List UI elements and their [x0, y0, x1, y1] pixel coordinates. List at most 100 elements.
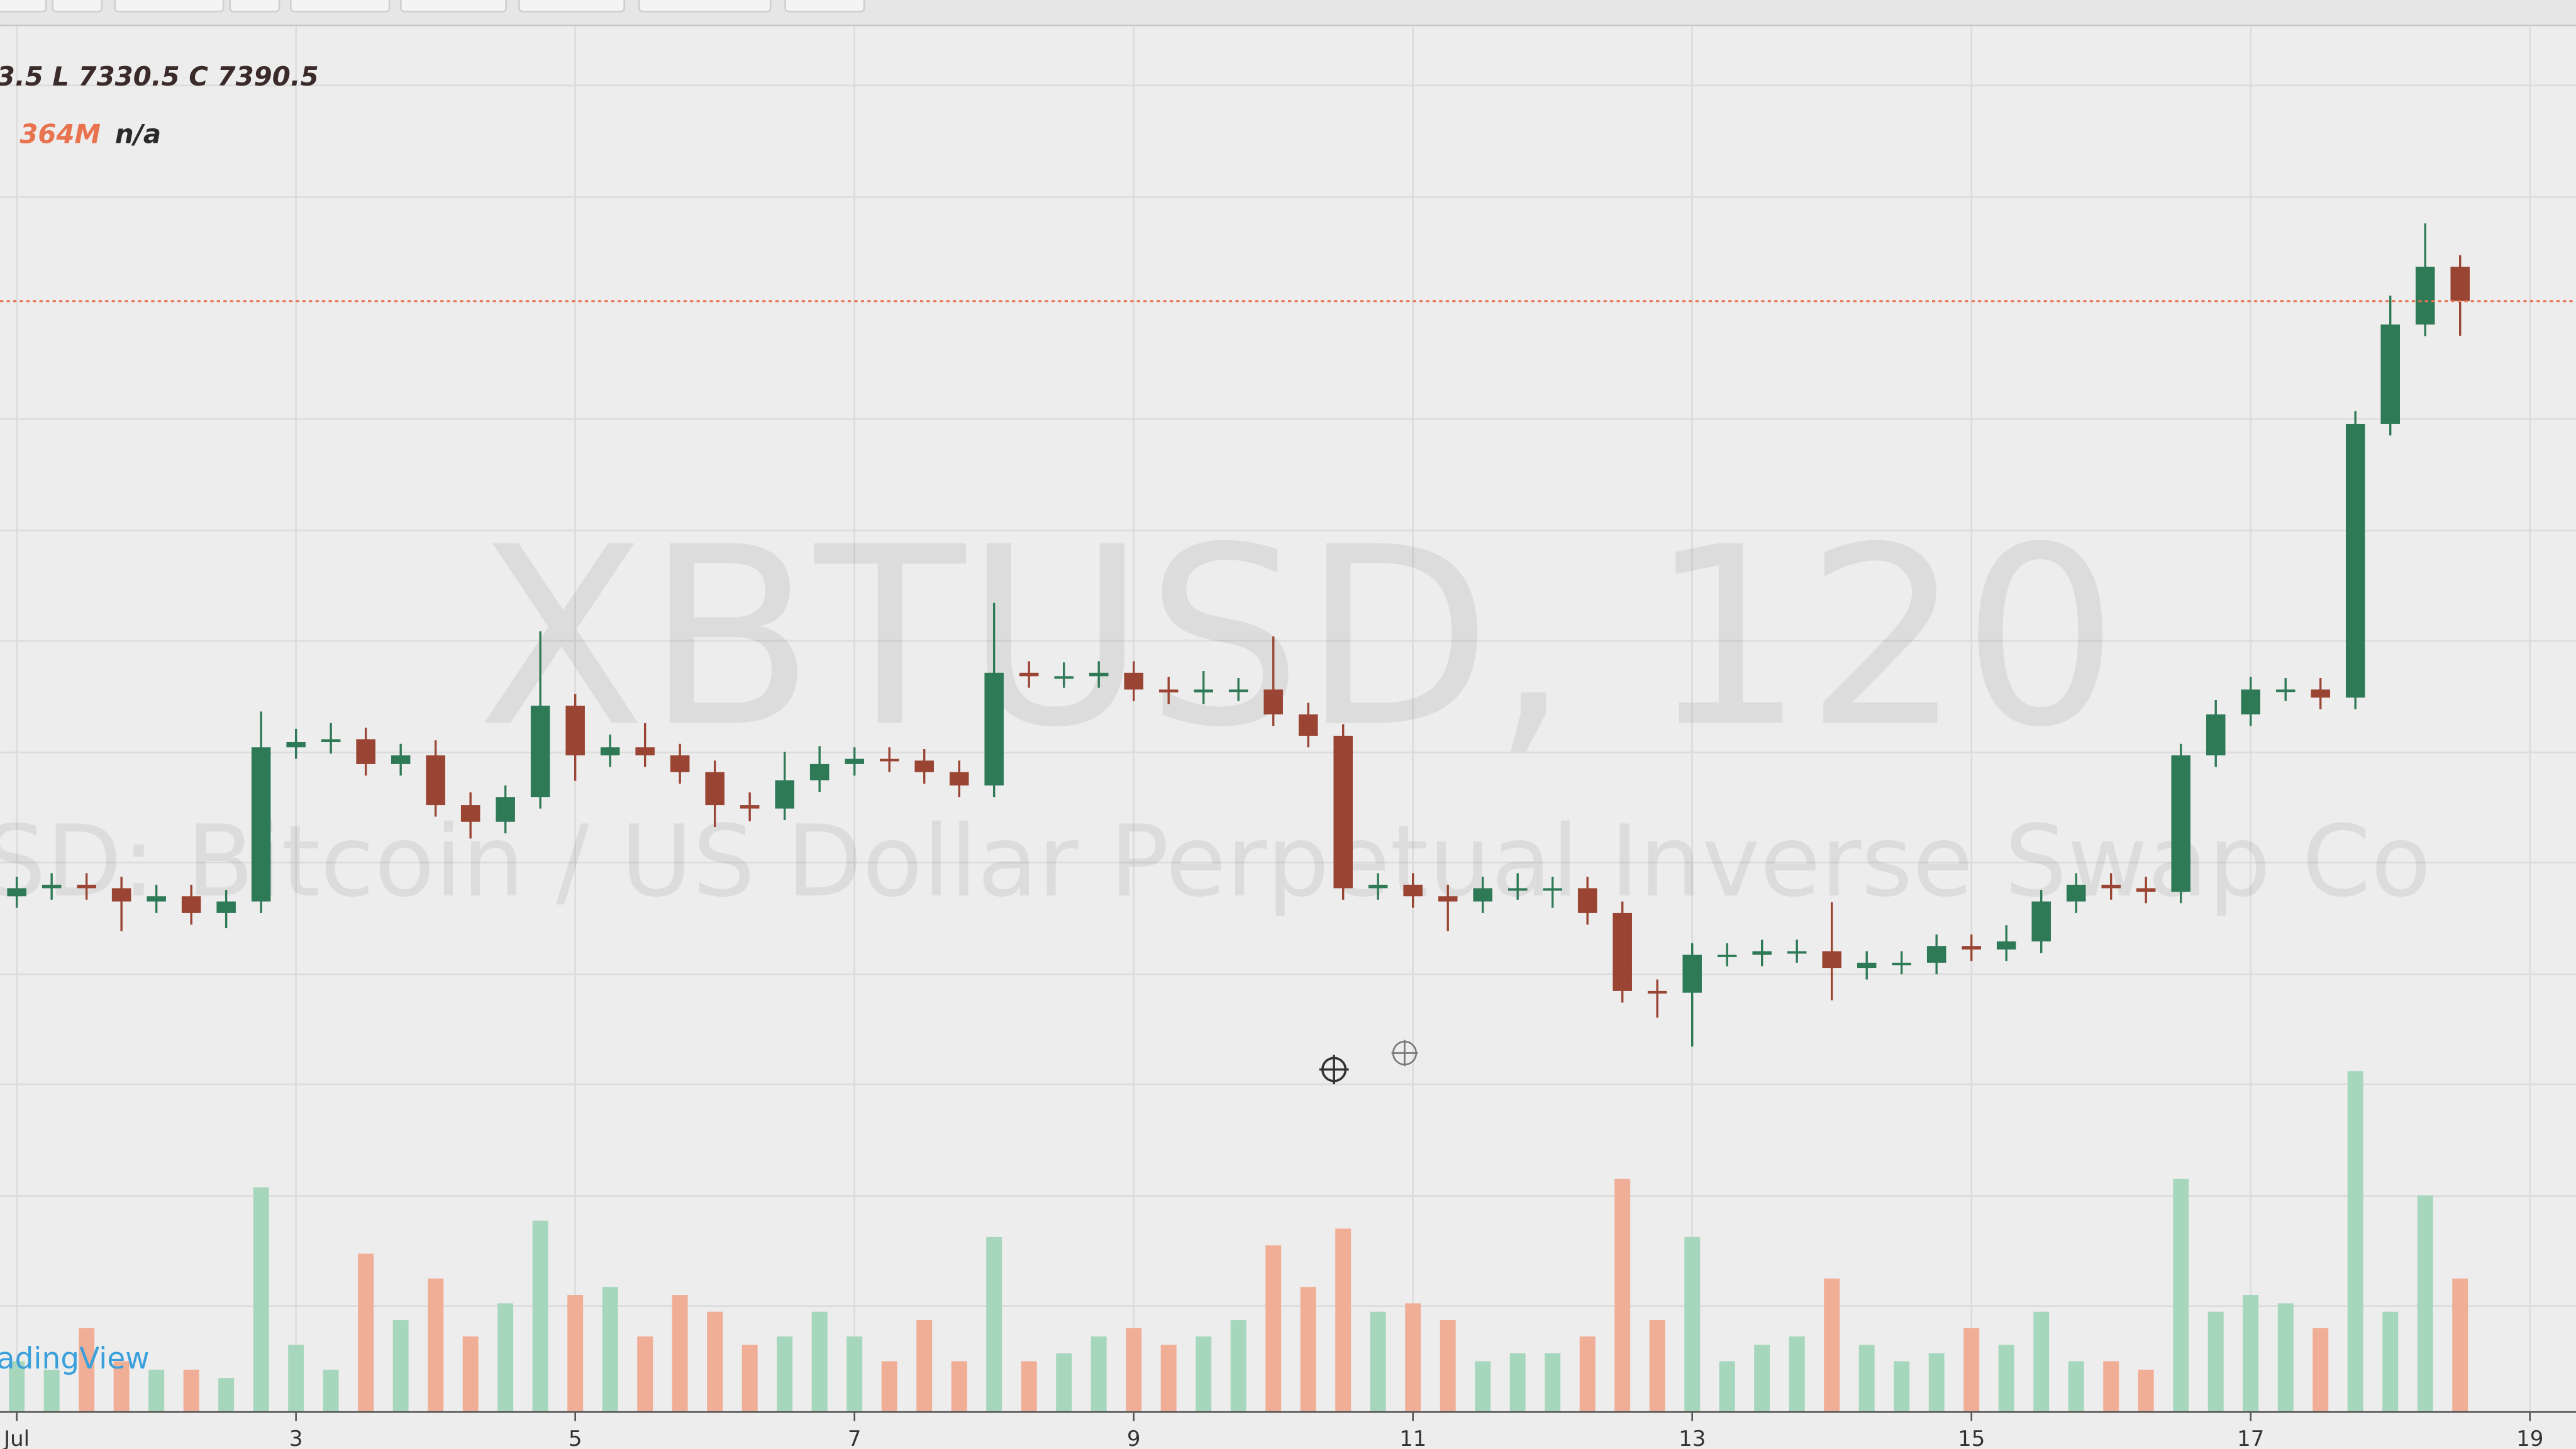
candle-body: [1158, 689, 1179, 693]
candle-body: [530, 706, 550, 797]
volume-bar: [113, 1361, 130, 1411]
volume-bar: [1858, 1345, 1875, 1411]
candle-body: [2380, 324, 2400, 424]
candle-body: [1647, 991, 1667, 994]
candle-body: [1298, 714, 1318, 736]
toolbar-button[interactable]: [784, 0, 865, 13]
candle-body: [1787, 951, 1807, 954]
volume-bar: [2312, 1328, 2329, 1411]
x-axis-area: [0, 1413, 2576, 1449]
toolbar-button[interactable]: [518, 0, 625, 13]
volume-bar: [777, 1336, 793, 1411]
volume-bar: [2417, 1195, 2433, 1411]
candle-body: [181, 896, 201, 913]
toolbar-button[interactable]: [114, 0, 225, 13]
volume-bar: [497, 1303, 514, 1411]
candle-body: [670, 755, 690, 772]
candle-body: [914, 760, 934, 772]
candle-body: [2066, 884, 2086, 902]
candle-body: [1263, 689, 1283, 714]
candle-body: [705, 772, 724, 806]
volume-bar: [1509, 1353, 1526, 1411]
candle-body: [1333, 735, 1353, 889]
candle-body: [2031, 901, 2051, 941]
candle-body: [496, 797, 515, 822]
toolbar-button[interactable]: [0, 0, 47, 13]
candle-body: [984, 672, 1004, 786]
candle-body: [147, 896, 166, 902]
candle-body: [1507, 888, 1528, 891]
candle-body: [775, 780, 794, 809]
candle-body: [1613, 913, 1632, 991]
toolbar-button[interactable]: [400, 0, 507, 13]
candle-body: [1822, 951, 1841, 969]
volume-bar: [2207, 1311, 2224, 1411]
volume-bar: [1160, 1345, 1177, 1411]
volume-bar: [1126, 1328, 1142, 1411]
candle-body: [1473, 888, 1492, 902]
volume-bar: [811, 1311, 828, 1411]
volume-bar: [183, 1369, 199, 1411]
candle-body: [1717, 954, 1737, 957]
volume-bar: [358, 1253, 374, 1411]
x-tick-label: 13: [1679, 1426, 1706, 1449]
volume-extra: n/a: [115, 118, 161, 149]
candle-body: [1996, 941, 2016, 950]
volume-bar: [1370, 1311, 1386, 1411]
x-tick-label: 5: [569, 1426, 582, 1449]
toolbar-button[interactable]: [638, 0, 772, 13]
volume-bar: [1265, 1245, 1282, 1411]
x-tick-label: 9: [1127, 1426, 1141, 1449]
volume-bar: [847, 1336, 863, 1411]
volume-bar: [1196, 1336, 1212, 1411]
horizontal-grid: [0, 84, 2576, 1307]
volume-bar: [602, 1287, 618, 1411]
volume-bar: [1405, 1303, 1421, 1411]
volume-bar: [1928, 1353, 1945, 1411]
candle-body: [1089, 672, 1109, 677]
candle-body: [77, 884, 96, 889]
candle-body: [1194, 689, 1213, 693]
candle-body: [1752, 951, 1772, 955]
toolbar-button[interactable]: [52, 0, 103, 13]
volume-bar: [1614, 1179, 1631, 1411]
brand-logo[interactable]: adingView: [0, 1341, 150, 1376]
candle-body: [426, 755, 445, 806]
volume-bar: [1300, 1287, 1316, 1411]
x-axis: Jul 3 5 7 9 11 13 15 17 19: [3, 1413, 2543, 1449]
volume-bar: [1545, 1353, 1561, 1411]
toolbar-button[interactable]: [290, 0, 391, 13]
candle-body: [1124, 672, 1143, 690]
volume-bar: [1021, 1361, 1037, 1411]
volume-bar: [1335, 1228, 1352, 1411]
ohlc-legend: 3.5 L 7330.5 C 7390.5: [0, 61, 319, 92]
candle-body: [1403, 884, 1423, 897]
volume-bar: [1440, 1320, 1456, 1411]
candle-body: [1368, 884, 1388, 889]
volume-bar: [1824, 1278, 1840, 1411]
candle-body: [740, 805, 760, 809]
x-tick-label: Jul: [3, 1426, 30, 1449]
volume-bar: [1475, 1361, 1491, 1411]
toolbar-button[interactable]: [229, 0, 280, 13]
candle-body: [2275, 689, 2296, 692]
volume-bar: [323, 1369, 339, 1411]
volume-bar: [2347, 1071, 2363, 1411]
x-tick-label: 11: [1399, 1426, 1426, 1449]
candle-body: [2415, 267, 2435, 325]
candle-body: [321, 739, 341, 742]
volume-bar: [9, 1361, 25, 1411]
volume-bar: [2452, 1278, 2468, 1411]
candle-body: [1857, 962, 1877, 969]
candle-body: [2450, 267, 2470, 301]
volume-bar: [2068, 1361, 2084, 1411]
volume-bar: [392, 1320, 409, 1411]
candle-body: [460, 805, 480, 822]
volume-bar: [428, 1278, 444, 1411]
candle-body: [2206, 714, 2226, 756]
volume-bar: [218, 1378, 235, 1411]
volume-bar: [951, 1361, 967, 1411]
candle-body: [216, 901, 236, 913]
volume-bar: [881, 1361, 897, 1411]
